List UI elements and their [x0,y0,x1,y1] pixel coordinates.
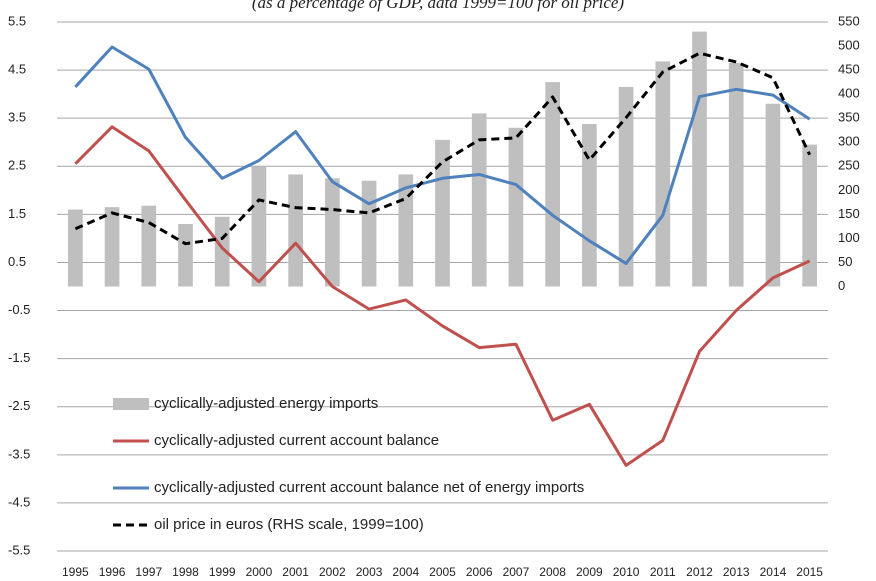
y-tick-label: 0.5 [8,254,26,269]
y2-tick-label: 500 [838,37,860,52]
bar [398,174,414,287]
x-tick-label: 1998 [172,565,199,579]
line-series [74,45,811,265]
x-tick-label: 2010 [613,565,640,579]
bar [435,139,450,287]
y-tick-label: -5.5 [8,542,30,557]
x-tick-label: 2009 [576,565,603,579]
legend-label: cyclically-adjusted current account bala… [154,479,584,496]
bar [68,209,83,287]
x-tick-label: 2005 [429,565,456,579]
line-series [74,51,811,246]
y2-tick-label: 300 [838,134,860,149]
x-tick-label: 1997 [135,565,162,579]
y-tick-label: -4.5 [8,494,30,509]
x-tick-label: 2007 [503,565,530,579]
bar [618,86,634,287]
y2-tick-label: 0 [838,278,845,293]
bar [178,223,193,287]
y-tick-label: 3.5 [8,110,26,125]
x-tick-label: 2011 [650,565,676,579]
y-tick-label: 1.5 [8,206,26,221]
bar [288,174,303,287]
y-tick-label: 4.5 [8,62,26,77]
bar [728,62,744,287]
x-tick-label: 2015 [796,565,823,579]
line-series [74,125,811,467]
bar [251,166,267,287]
bar [104,207,120,287]
y2-tick-label: 400 [838,86,860,101]
legend-swatch [113,398,149,410]
bar [325,178,340,287]
bar [508,127,524,287]
bar [802,144,817,287]
x-tick-label: 2006 [466,565,493,579]
x-tick-label: 2008 [539,565,566,579]
bar [471,113,487,287]
y2-tick-label: 150 [838,206,860,221]
x-tick-label: 2012 [686,565,713,579]
y2-tick-label: 350 [838,110,860,125]
bar [655,61,671,287]
y2-tick-label: 100 [838,230,860,245]
bar [361,180,377,287]
y-tick-label: -2.5 [8,398,30,413]
y2-tick-label: 250 [838,158,860,173]
x-tick-label: 2003 [356,565,383,579]
y2-tick-label: 450 [838,62,860,77]
legend-label: oil price in euros (RHS scale, 1999=100) [154,516,424,533]
x-tick-label: 2002 [319,565,346,579]
x-tick-label: 1999 [209,565,236,579]
bar [582,123,597,287]
legend-label: cyclically-adjusted current account bala… [154,432,439,449]
x-tick-label: 2004 [392,565,419,579]
bar [692,31,707,287]
x-tick-label: 2001 [282,565,309,579]
y2-tick-label: 200 [838,182,860,197]
x-tick-label: 2013 [723,565,750,579]
x-tick-label: 1995 [62,565,89,579]
y-tick-label: 5.5 [8,13,26,28]
y2-tick-label: 550 [838,13,860,28]
bar [545,82,560,287]
bar [765,103,781,287]
legend-label: cyclically-adjusted energy imports [154,395,378,412]
y-tick-label: 2.5 [8,158,26,173]
bar [141,205,157,287]
y-tick-label: -3.5 [8,446,30,461]
x-tick-label: 2014 [760,565,787,579]
x-tick-label: 2000 [246,565,273,579]
y-tick-label: -0.5 [8,302,30,317]
y-tick-label: -1.5 [8,350,30,365]
chart-subtitle: (as a percentage of GDP, data 1999=100 f… [252,0,625,12]
y2-tick-label: 50 [838,254,852,269]
x-tick-label: 1996 [99,565,126,579]
